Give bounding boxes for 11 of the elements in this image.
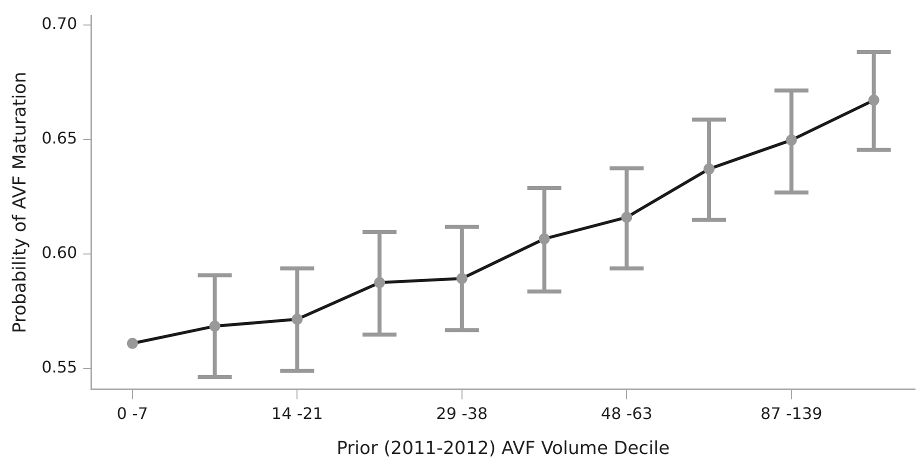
y-axis-title: Probability of AVF Maturation xyxy=(9,72,30,334)
y-tick-label: 0.70 xyxy=(42,14,78,33)
x-axis-title: Prior (2011-2012) AVF Volume Decile xyxy=(336,438,670,459)
x-tick-label: 0 -7 xyxy=(116,404,148,423)
x-tick-label: 14 -21 xyxy=(271,404,323,423)
x-tick-label: 29 -38 xyxy=(436,404,488,423)
x-tick-label: 48 -63 xyxy=(600,404,652,423)
y-tick-label: 0.55 xyxy=(42,358,78,377)
y-tick-label: 0.65 xyxy=(42,128,78,148)
x-tick-label: 87 -139 xyxy=(760,404,822,423)
y-tick-label: 0.60 xyxy=(42,243,78,262)
